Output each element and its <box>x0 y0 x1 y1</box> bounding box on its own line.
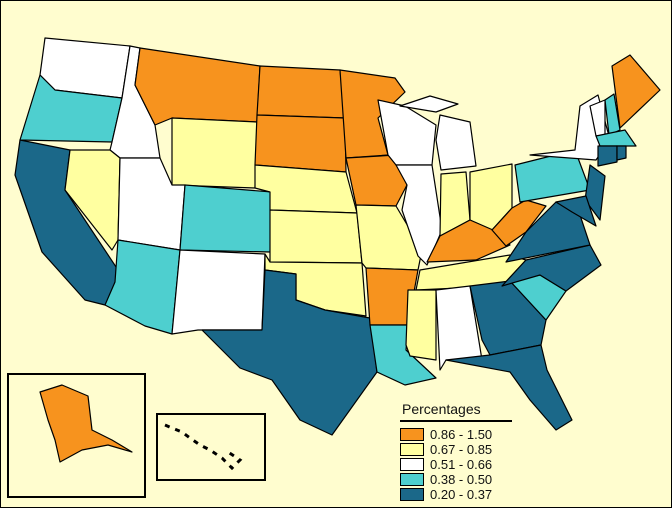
state-ri <box>616 145 627 161</box>
legend-label: 0.51 - 0.66 <box>430 457 493 472</box>
state-mi <box>435 114 477 171</box>
state-ma <box>595 129 637 147</box>
hawaii-inset-frame <box>156 413 266 481</box>
state-fl <box>445 344 573 431</box>
legend-label: 0.38 - 0.50 <box>430 472 493 487</box>
state-mi <box>399 95 459 113</box>
legend-swatch <box>400 443 424 456</box>
state-sd <box>254 114 347 173</box>
state-nm <box>171 249 266 335</box>
legend-label: 0.86 - 1.50 <box>430 427 493 442</box>
state-tx <box>201 269 378 436</box>
state-nh <box>604 93 621 136</box>
legend: Percentages 0.86 - 1.50 0.67 - 0.85 0.51… <box>400 401 512 502</box>
legend-item: 0.67 - 0.85 <box>400 442 512 457</box>
state-nd <box>256 65 346 119</box>
legend-swatch <box>400 458 424 471</box>
state-ak <box>39 384 133 463</box>
state-ms <box>405 289 437 361</box>
state-mt <box>134 47 261 126</box>
state-wy <box>171 117 258 189</box>
state-me <box>611 54 661 129</box>
state-ne <box>254 164 358 214</box>
legend-item: 0.86 - 1.50 <box>400 427 512 442</box>
legend-swatch <box>400 473 424 486</box>
legend-swatch <box>400 488 424 501</box>
state-md <box>555 195 597 227</box>
state-nc <box>501 244 602 292</box>
legend-label: 0.20 - 0.37 <box>430 487 493 502</box>
state-az <box>104 239 181 335</box>
legend-title: Percentages <box>400 401 512 422</box>
legend-item: 0.20 - 0.37 <box>400 487 512 502</box>
legend-label: 0.67 - 0.85 <box>430 442 493 457</box>
legend-swatch <box>400 428 424 441</box>
state-il <box>395 164 443 266</box>
state-co <box>179 184 273 253</box>
state-ny <box>529 94 611 161</box>
state-ks <box>269 209 363 264</box>
legend-item: 0.38 - 0.50 <box>400 472 512 487</box>
legend-item: 0.51 - 0.66 <box>400 457 512 472</box>
state-hi <box>164 423 243 471</box>
state-ct <box>597 145 618 167</box>
alaska-inset-frame <box>7 373 146 498</box>
